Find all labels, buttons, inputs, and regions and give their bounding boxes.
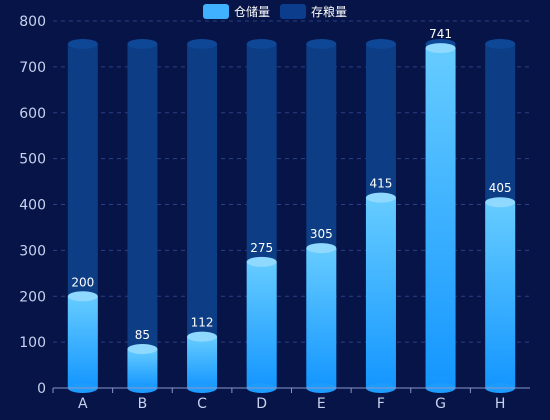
data-label-B: 85 (135, 328, 150, 342)
data-label-E: 305 (310, 227, 333, 241)
x-tick-label-H: H (495, 396, 506, 412)
data-label-G: 741 (429, 27, 452, 41)
x-tick-label-E: E (317, 396, 326, 412)
legend-swatch-grain (280, 4, 306, 19)
bar-cap-H (485, 197, 516, 208)
y-tick-label-0: 0 (37, 381, 46, 397)
bar-H (485, 202, 516, 388)
data-label-C: 112 (191, 316, 214, 330)
y-tick-label-500: 500 (19, 152, 46, 168)
track-cap-E (306, 38, 337, 49)
data-label-D: 275 (250, 241, 273, 255)
y-tick-label-100: 100 (19, 335, 46, 351)
bar-D (246, 261, 277, 388)
bar-G (425, 48, 456, 388)
legend-item-storage[interactable]: 仓储量 (202, 3, 270, 20)
x-tick-label-C: C (197, 396, 207, 412)
legend: 仓储量 存粮量 (0, 3, 550, 20)
bar-F (365, 197, 396, 388)
x-tick-label-G: G (435, 396, 446, 412)
y-tick-label-400: 400 (19, 198, 46, 214)
legend-item-grain[interactable]: 存粮量 (280, 3, 347, 20)
track-cap-A (67, 38, 98, 49)
data-label-F: 415 (369, 177, 392, 191)
track-cap-B (127, 38, 158, 49)
grid-layer (53, 20, 530, 343)
bar-layer (67, 43, 516, 393)
x-tick-label-A: A (78, 396, 88, 412)
axis-layer: 0 100 200 300 400 500 600 700 800 A B C D E F G H (19, 14, 530, 412)
x-tick-label-D: D (256, 396, 267, 412)
track-cap-C (187, 38, 218, 49)
track-bar-C (187, 43, 218, 388)
bar-E (306, 248, 337, 388)
bar-cap-C (187, 331, 218, 342)
y-tick-label-800: 800 (19, 14, 46, 30)
x-tick-label-B: B (138, 396, 148, 412)
y-tick-label-700: 700 (19, 60, 46, 76)
track-bar-B (127, 43, 158, 388)
legend-swatch-storage (202, 4, 229, 19)
bar-cap-F (365, 192, 396, 203)
y-tick-label-300: 300 (19, 243, 46, 259)
label-layer: 200 85 112 275 305 415 741 405 (71, 27, 511, 342)
track-cap-H (485, 38, 516, 49)
y-tick-label-600: 600 (19, 106, 46, 122)
bar-cap-E (306, 243, 337, 254)
bar-cap-G (425, 43, 456, 54)
y-tick-label-200: 200 (19, 289, 46, 305)
data-label-A: 200 (71, 275, 94, 289)
track-cap-F (365, 38, 396, 49)
data-label-H: 405 (489, 181, 512, 195)
bar-B (127, 349, 158, 388)
track-cap-D (246, 38, 277, 49)
bar-cap-B (127, 344, 158, 355)
bar-cap-D (246, 256, 277, 267)
legend-label-storage: 仓储量 (233, 5, 270, 19)
bar-A (67, 296, 98, 388)
bar-C (187, 336, 218, 388)
legend-label-grain: 存粮量 (311, 5, 348, 19)
x-tick-label-F: F (377, 396, 385, 412)
bar-cap-A (67, 291, 98, 302)
